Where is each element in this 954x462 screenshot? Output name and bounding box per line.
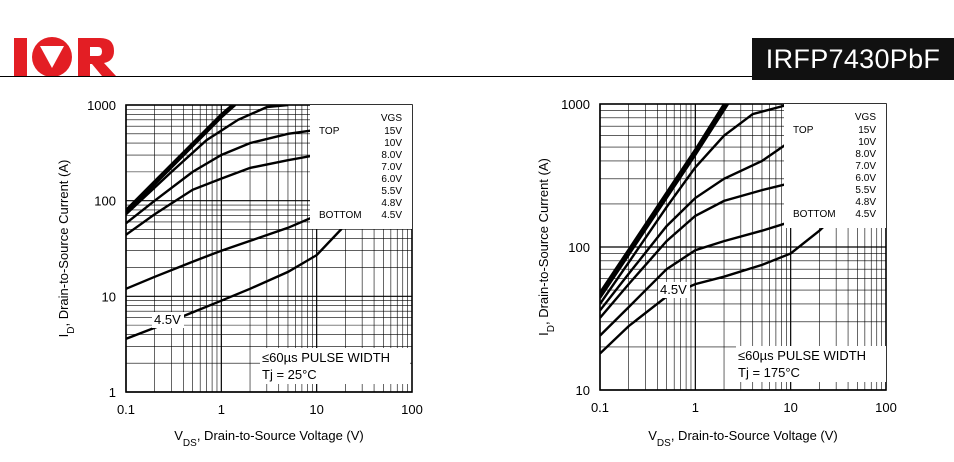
x-axis-label: VDS, Drain-to-Source Voltage (V) xyxy=(174,428,363,449)
series-line-8 xyxy=(600,220,830,355)
legend-header: VGS xyxy=(381,113,402,124)
legend-entry: 6.0V xyxy=(855,173,876,184)
curve-label-background xyxy=(152,312,184,328)
legend-background xyxy=(784,104,886,228)
series-line-5 xyxy=(126,128,317,225)
series-line-2 xyxy=(600,104,728,296)
annotation-text: Tj = 175°C xyxy=(738,365,800,380)
annotation-text: ≤60µs PULSE WIDTH xyxy=(738,348,866,363)
series-line-3 xyxy=(126,105,237,215)
y-tick-label: 10 xyxy=(102,289,116,304)
legend-top-label: TOP xyxy=(793,125,814,136)
x-tick-label: 0.1 xyxy=(591,400,609,415)
legend-entry: 4.8V xyxy=(381,198,402,209)
legend-entry: 8.0V xyxy=(381,150,402,161)
y-axis-label: ID, Drain-to-Source Current (A) xyxy=(536,158,557,336)
x-tick-label: 10 xyxy=(783,400,797,415)
curve-label: 4.5V xyxy=(154,312,181,327)
annotation-background xyxy=(260,348,410,384)
annotation-text: Tj = 25°C xyxy=(262,367,317,382)
series-line-6 xyxy=(126,153,317,236)
tick-labels: 0.1 1 10 100 10 100 1000 xyxy=(561,97,897,415)
y-tick-label: 10 xyxy=(576,383,590,398)
annotations: ≤60µs PULSE WIDTH Tj = 175°C 4.5V xyxy=(658,282,886,382)
part-number-box: IRFP7430PbF xyxy=(752,38,954,80)
legend-entry: 8.0V xyxy=(855,149,876,160)
legend-entry: 10V xyxy=(384,138,402,149)
x-tick-label: 0.1 xyxy=(117,402,135,417)
legend-header: VGS xyxy=(855,112,876,123)
series-line-4 xyxy=(600,104,792,305)
series-line-6 xyxy=(600,181,791,319)
chart-grid xyxy=(599,104,886,391)
series-line-4 xyxy=(126,105,289,216)
ior-logo xyxy=(14,37,116,77)
y-tick-label: 100 xyxy=(568,240,590,255)
annotation-text: ≤60µs PULSE WIDTH xyxy=(262,350,390,365)
curve-label-background xyxy=(658,282,690,298)
legend-entry: 4.5V xyxy=(381,210,402,221)
series-line-7 xyxy=(600,220,792,337)
x-tick-label: 100 xyxy=(401,402,423,417)
curve-label: 4.5V xyxy=(660,282,687,297)
x-tick-label: 100 xyxy=(875,400,897,415)
axis-labels: VDS, Drain-to-Source Voltage (V) ID, Drai… xyxy=(56,160,364,449)
y-axis-label: ID, Drain-to-Source Current (A) xyxy=(56,160,77,338)
header-rule xyxy=(0,76,954,77)
series-group xyxy=(600,104,830,355)
part-number: IRFP7430PbF xyxy=(765,44,941,74)
y-tick-label: 1000 xyxy=(87,98,116,113)
legend-entry: 4.8V xyxy=(855,197,876,208)
x-tick-label: 1 xyxy=(218,402,225,417)
legend-entry: 5.5V xyxy=(855,185,876,196)
legend-entry: 5.5V xyxy=(381,186,402,197)
legend-entry: 15V xyxy=(384,126,402,137)
series-line-5 xyxy=(600,140,792,312)
x-axis-label: VDS, Drain-to-Source Voltage (V) xyxy=(648,428,837,449)
legend-entry: 7.0V xyxy=(381,162,402,173)
legend-entry: 6.0V xyxy=(381,174,402,185)
plot-frame xyxy=(599,103,887,391)
y-tick-label: 1 xyxy=(109,385,116,400)
plot-frame xyxy=(125,104,413,393)
legend-top-label: TOP xyxy=(319,126,340,137)
legend-entry: 4.5V xyxy=(855,209,876,220)
annotation-background xyxy=(736,346,886,382)
annotations: ≤60µs PULSE WIDTH Tj = 25°C 4.5V xyxy=(152,312,410,384)
legend-background xyxy=(310,105,412,229)
y-tick-label: 100 xyxy=(94,194,116,209)
series-line-3 xyxy=(600,104,730,299)
legend-bottom-label: BOTTOM xyxy=(793,209,836,220)
legend-bottom-label: BOTTOM xyxy=(319,210,362,221)
series-line-1 xyxy=(600,104,726,294)
legend-entry: 7.0V xyxy=(855,161,876,172)
x-tick-label: 10 xyxy=(309,402,323,417)
y-tick-label: 1000 xyxy=(561,97,590,112)
legend-entry: 15V xyxy=(858,125,876,136)
x-tick-label: 1 xyxy=(692,400,699,415)
legend-entry: 10V xyxy=(858,137,876,148)
axis-labels: VDS, Drain-to-Source Voltage (V) ID, Drai… xyxy=(536,158,838,448)
